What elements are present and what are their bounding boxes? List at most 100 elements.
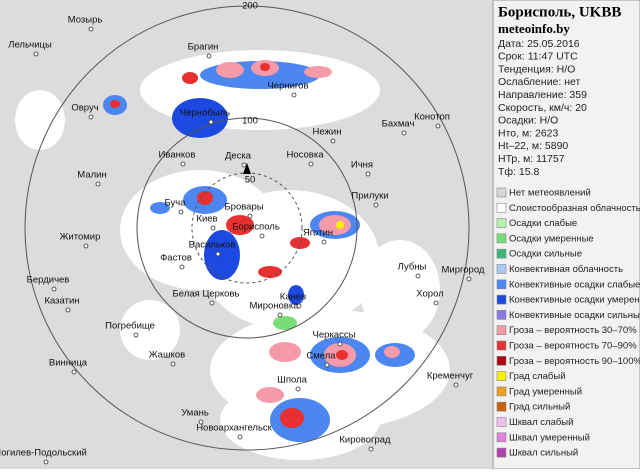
city-marker [179,264,185,270]
city-name: Мироновка [249,301,299,312]
city-name: Фастов [160,253,192,264]
city-name: Жашков [149,350,185,361]
legend-label: Гроза – вероятность 70–90% [509,341,637,352]
info-line: Ht–22, м: 5890 [498,140,568,152]
city-marker [337,341,343,347]
city-name: Буча [164,198,186,209]
city-marker [133,332,139,338]
legend-label: Осадки сильные [509,249,582,260]
city-marker [215,251,221,257]
city-name: Шпола [277,375,307,386]
legend-label: Слоистообразная облачность [509,203,640,214]
legend-label: Конвективные осадки слабые [509,279,640,290]
legend-swatch [496,386,507,397]
legend-label: Конвективные осадки умерен. [509,295,640,306]
city-name: Чернобыль [180,108,230,119]
legend-swatch [496,264,507,274]
north-arrow [243,163,251,174]
city-marker [88,114,94,120]
city-marker [296,303,302,309]
city-marker [65,307,71,313]
legend-label: Конвективные осадки сильные [509,310,640,321]
legend-label: Осадки умеренные [509,233,594,244]
city-marker [308,161,314,167]
info-line: Дата: 25.05.2016 [498,38,580,50]
legend-swatch [496,340,507,351]
legend-label: Нет метеоявлений [509,188,591,199]
legend-swatch [496,248,507,259]
city-marker [180,161,186,167]
legend-label: Шквал слабый [509,417,573,428]
legend-swatch [496,417,507,427]
city-marker [241,162,247,168]
range-label: 200 [242,1,258,12]
city-marker [206,53,212,59]
info-line: Скорость, км/ч: 20 [498,102,587,114]
city-marker [88,26,94,32]
city-marker [277,312,283,318]
legend-swatch [496,310,507,320]
city-marker [466,276,472,282]
city-marker [330,138,336,144]
info-line: HТр, м: 11757 [498,153,565,165]
city-name: Малин [77,170,106,181]
city-marker [373,202,379,208]
legend-label: Осадки слабые [509,218,577,229]
range-label: 50 [245,175,256,186]
city-marker [291,92,297,98]
city-marker [435,123,441,129]
city-marker [247,213,253,219]
city-name: Смела [306,351,336,362]
city-name: Канев [280,292,306,303]
city-name: Мозырь [68,15,103,26]
city-name: Конотоп [414,112,450,123]
city-name: Овруч [71,103,98,114]
info-line: Ослабление: нет [498,76,581,88]
legend-label: Шквал умеренный [509,432,590,443]
city-name: Яготин [303,228,333,239]
legend-swatch [496,203,507,213]
city-marker [453,382,459,388]
city-name: Киев [196,214,217,225]
city-name: Кременчуг [427,371,474,382]
station-title: Борисполь, UKBB [498,4,621,20]
city-name: Ичня [351,160,373,171]
city-name: Новоархангельск [196,423,272,434]
city-marker [237,434,243,440]
info-panel [492,0,640,470]
city-marker [365,171,371,177]
city-marker [71,369,77,375]
legend-swatch [496,447,507,458]
city-marker [415,273,421,279]
legend-label: Град слабый [509,371,566,382]
city-name: Брагин [188,42,219,53]
city-marker [178,209,184,215]
city-name: Иванков [159,150,196,161]
city-marker [170,361,176,367]
city-name: Казатин [44,296,79,307]
city-name: Умань [181,408,209,419]
city-marker [433,300,439,306]
info-line: Направление: 359 [498,89,587,101]
city-name: Прилуки [351,191,388,202]
legend-label: Град сильный [509,402,570,413]
city-marker [401,130,407,136]
city-marker [43,459,49,465]
city-marker [209,300,215,306]
info-line: Осадки: Н/О [498,115,558,127]
info-line: Hто, м: 2623 [498,127,559,139]
city-name: Бердичев [27,275,70,286]
info-line: Срок: 11:47 UTC [498,51,578,63]
info-line: Тенденция: Н/О [498,63,575,75]
city-name: Лубны [398,262,427,273]
city-name: Миргород [442,265,485,276]
city-marker [321,239,327,245]
legend-label: Шквал сильный [509,448,578,459]
city-name: Бахмач [382,119,415,130]
city-name: Могилев-Подольский [0,448,87,459]
city-marker [51,286,57,292]
legend-label: Конвективная облачность [509,264,623,275]
